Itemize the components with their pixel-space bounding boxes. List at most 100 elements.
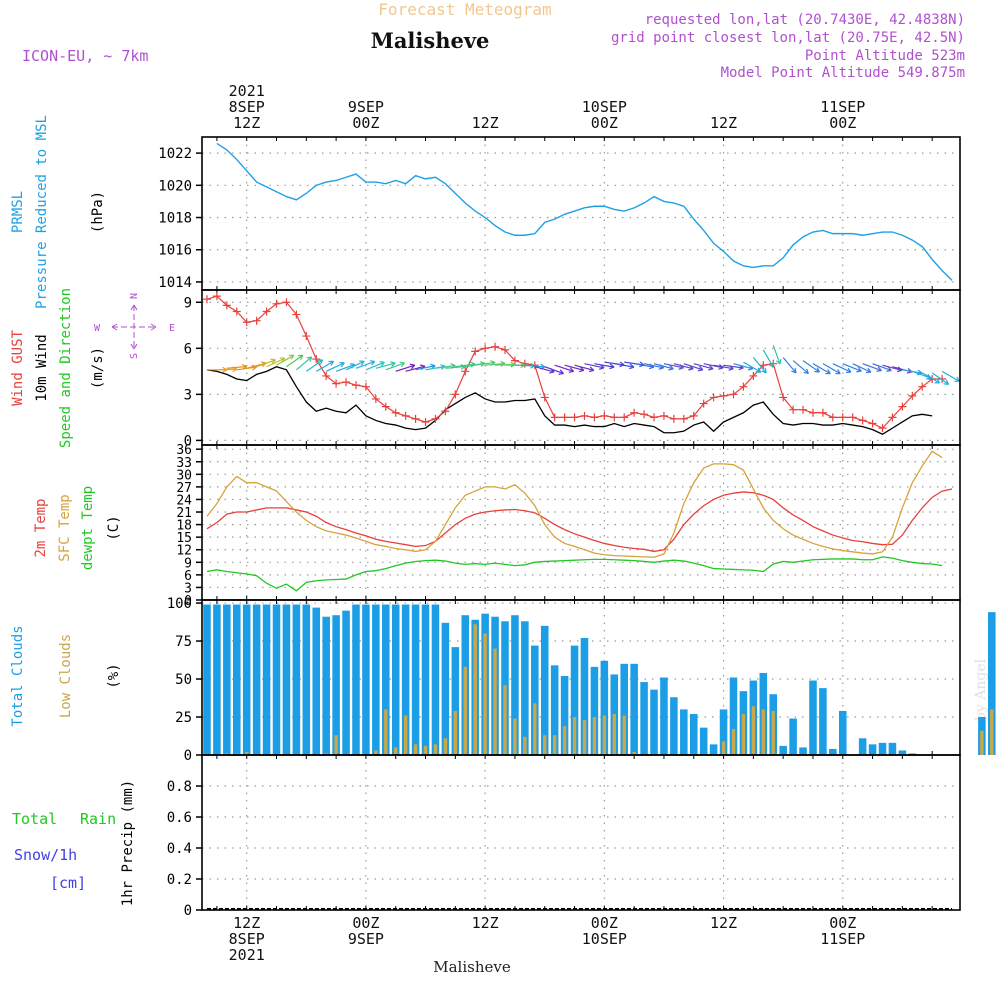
- total-cloud-bar: [670, 697, 678, 755]
- wind-arrow: [752, 357, 767, 374]
- wind-arrow-head: [791, 367, 797, 374]
- low-cloud-bar: [334, 735, 338, 755]
- gust-marker: [540, 393, 549, 402]
- wind-arrow-head: [954, 376, 960, 382]
- wind-arrow-head: [768, 362, 774, 368]
- total-cloud-bar: [590, 666, 599, 755]
- wind-arrow: [733, 363, 753, 370]
- gust-marker: [491, 342, 500, 351]
- wind-arrow-head: [755, 367, 762, 373]
- total-cloud-bar: [789, 718, 797, 755]
- gust-marker: [202, 295, 211, 304]
- bottom-axis-label: 00Z: [591, 914, 618, 932]
- compass-e: E: [169, 323, 175, 334]
- y-tick-label: 33: [176, 456, 192, 471]
- low-cloud-bar: [384, 709, 388, 755]
- gust-marker: [262, 307, 271, 316]
- total-cloud-bar: [630, 663, 638, 755]
- y-tick-label: 0.6: [167, 810, 192, 826]
- low-cloud-bar: [582, 720, 587, 755]
- wind-arrow-head: [814, 367, 820, 373]
- wind-arrow: [912, 370, 932, 379]
- gust-marker: [898, 402, 907, 411]
- y-tick-label: 30: [176, 468, 192, 483]
- low-cloud-bar: [394, 747, 398, 755]
- gust-marker: [461, 367, 470, 376]
- wind-arrow-head: [588, 366, 595, 373]
- low-cloud-bar: [721, 741, 726, 755]
- total-cloud-bar: [858, 738, 867, 755]
- wind-arrow: [355, 360, 375, 369]
- wind-arrow: [703, 363, 724, 369]
- wind-arrow: [713, 364, 734, 370]
- top-axis-label: 10SEP: [582, 98, 627, 116]
- total-cloud-bar: [729, 677, 738, 755]
- total-cloud-bar: [342, 610, 350, 755]
- total-cloud-bar: [878, 742, 887, 755]
- y-tick-label: 6: [184, 341, 192, 357]
- top-axis-label: 12Z: [710, 114, 737, 132]
- low-cloud-bar: [463, 666, 467, 755]
- pressure-unit: (hPa): [90, 191, 106, 233]
- wind-arrow: [902, 369, 923, 374]
- y-tick-label: 0.4: [167, 841, 192, 857]
- low-cloud-bar: [751, 706, 756, 755]
- wind-arrow-head: [359, 360, 365, 366]
- gust-marker: [808, 408, 817, 417]
- gust-marker: [272, 299, 281, 308]
- gust-marker: [789, 405, 798, 414]
- wind-arrow-head: [629, 363, 635, 370]
- top-axis-label: 12Z: [472, 114, 499, 132]
- wind-arrow: [852, 363, 872, 373]
- total-cloud-bar: [421, 604, 430, 755]
- total-cloud-bar: [213, 604, 221, 755]
- total-cloud-bar: [570, 645, 579, 755]
- wind10-line: [206, 366, 933, 435]
- wind-arrow-head: [775, 359, 782, 365]
- total-cloud-bar: [829, 748, 837, 755]
- low-cloud-bar: [433, 744, 438, 755]
- bottom-axis-label: 12Z: [710, 914, 737, 932]
- gust-marker: [391, 408, 400, 417]
- wind-arrow-head: [369, 360, 376, 366]
- wind-unit: (m/s): [90, 347, 106, 389]
- total-cloud-bar: [640, 682, 648, 755]
- low-cloud-bar: [990, 709, 994, 755]
- gust-marker: [242, 318, 251, 327]
- y-tick-label: 3: [184, 581, 192, 596]
- wind-arrow: [445, 365, 466, 369]
- compass-n: N: [129, 293, 140, 299]
- total-cloud-bar: [521, 621, 529, 755]
- top-axis-label: 00Z: [591, 114, 618, 132]
- total-cloud-bar: [838, 710, 847, 755]
- total-cloud-bar: [988, 612, 996, 755]
- compass-s: S: [129, 353, 140, 359]
- gust-marker: [868, 419, 877, 428]
- gust-marker: [749, 371, 758, 380]
- low-cloud-bar: [453, 710, 458, 755]
- total-cloud-bar: [391, 604, 400, 755]
- wind-arrow: [723, 364, 744, 369]
- y-tick-label: 18: [176, 519, 192, 534]
- gust-marker: [342, 378, 351, 387]
- total-cloud-bar: [620, 663, 628, 755]
- gust-marker: [590, 413, 599, 422]
- top-axis-label: 8SEP: [229, 98, 265, 116]
- total-cloud-bar: [312, 607, 321, 755]
- wind-arrow-head: [317, 359, 324, 365]
- prmsl-label: PRMSL: [10, 191, 26, 233]
- total-cloud-bar: [372, 604, 380, 755]
- low-cloud-bar: [423, 745, 428, 755]
- gust-marker: [471, 347, 480, 356]
- wind-arrow: [395, 364, 415, 372]
- temp-unit: (C): [106, 515, 122, 540]
- wind-arrow: [743, 361, 762, 373]
- wind-arrow-head: [568, 367, 575, 373]
- low-cloud-bar: [761, 709, 765, 755]
- low-cloud-bar: [632, 751, 636, 755]
- wind-arrow: [266, 357, 285, 368]
- precip-ylabel: 1hr Precip (mm): [120, 780, 136, 906]
- total-clouds-label: Total Clouds: [10, 625, 26, 726]
